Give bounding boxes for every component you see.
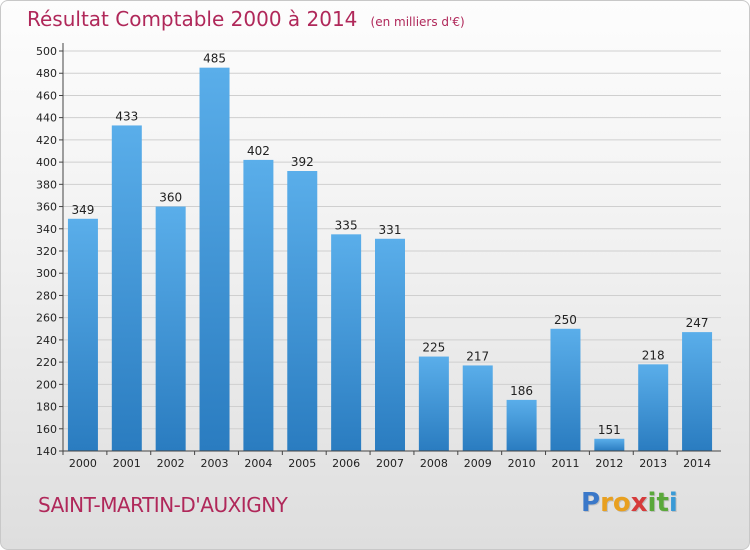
logo-letter: o [612, 488, 631, 518]
bar-2014 [682, 332, 713, 451]
bar-2006 [331, 234, 362, 451]
y-tick-label: 420 [36, 134, 57, 147]
y-tick-label: 200 [36, 378, 57, 391]
bar-value-label: 331 [379, 223, 402, 237]
x-tick-label: 2012 [595, 457, 623, 470]
bar-2007 [375, 238, 405, 451]
bar-value-label: 218 [642, 348, 665, 362]
bar-2009 [462, 365, 493, 451]
x-tick-label: 2007 [376, 457, 404, 470]
y-tick-label: 320 [36, 245, 57, 258]
x-tick-label: 2006 [332, 457, 360, 470]
x-tick-label: 2002 [157, 457, 185, 470]
x-tick-label: 2010 [508, 457, 536, 470]
logo-letter: r [600, 488, 613, 518]
x-tick-label: 2001 [113, 457, 141, 470]
logo-letter: t [656, 488, 669, 518]
x-tick-label: 2014 [683, 457, 711, 470]
chart-title: Résultat Comptable 2000 à 2014 [27, 7, 358, 31]
x-tick-label: 2003 [201, 457, 229, 470]
bar-2003 [199, 67, 230, 452]
y-tick-label: 160 [36, 423, 57, 436]
y-tick-label: 220 [36, 356, 57, 369]
bar-value-label: 250 [554, 313, 577, 327]
y-tick-label: 460 [36, 89, 57, 102]
bar-value-label: 186 [510, 384, 533, 398]
bar-value-label: 151 [598, 423, 621, 437]
bar-2002 [155, 206, 186, 451]
y-tick-label: 260 [36, 312, 57, 325]
y-tick-label: 300 [36, 267, 57, 280]
bar-2012 [594, 438, 625, 451]
bar-2013 [638, 364, 669, 451]
x-tick-label: 2004 [244, 457, 272, 470]
bar-2001 [111, 125, 142, 451]
y-tick-label: 380 [36, 178, 57, 191]
bar-value-label: 392 [291, 155, 314, 169]
bar-value-label: 360 [159, 191, 182, 205]
logo-letter: i [647, 488, 657, 518]
y-tick-label: 400 [36, 156, 57, 169]
x-tick-label: 2013 [639, 457, 667, 470]
bar-2010 [506, 399, 537, 451]
proxiti-logo[interactable]: Proxiti [581, 488, 678, 518]
bar-2008 [418, 356, 449, 451]
y-tick-label: 480 [36, 67, 57, 80]
x-tick-label: 2008 [420, 457, 448, 470]
y-tick-label: 140 [36, 445, 57, 458]
bar-value-label: 402 [247, 144, 270, 158]
y-tick-label: 360 [36, 201, 57, 214]
bar-value-label: 225 [422, 341, 445, 355]
y-tick-label: 180 [36, 401, 57, 414]
y-tick-label: 500 [36, 45, 57, 58]
x-tick-label: 2005 [288, 457, 316, 470]
title-block: Résultat Comptable 2000 à 2014 (en milli… [27, 7, 465, 31]
chart-subtitle: (en milliers d'€) [370, 15, 465, 29]
y-tick-label: 340 [36, 223, 57, 236]
bar-2004 [243, 159, 274, 451]
x-tick-label: 2009 [464, 457, 492, 470]
y-tick-label: 280 [36, 289, 57, 302]
x-tick-label: 2000 [69, 457, 97, 470]
bar-2005 [287, 171, 318, 451]
logo-letter: x [630, 488, 648, 518]
y-tick-label: 440 [36, 112, 57, 125]
x-axis: 2000 2001 2002 2003 2004 2005 2006 2007 2008 2009… [62, 450, 721, 470]
x-tick-label: 2011 [551, 457, 579, 470]
bar-value-label: 217 [466, 349, 489, 363]
y-axis: 140 160 180 200 220 240 260 280 300 320 340 360 380 4… [36, 43, 64, 458]
commune-name: SAINT-MARTIN-D'AUXIGNY [38, 493, 288, 517]
bar-2000 [67, 218, 98, 451]
bar-value-label: 247 [686, 316, 709, 330]
bar-value-label: 485 [203, 52, 226, 66]
logo-letter: P [581, 488, 601, 518]
logo-letter: i [668, 488, 678, 518]
bar-value-label: 433 [115, 109, 138, 123]
bar-2011 [550, 328, 581, 451]
y-tick-label: 240 [36, 334, 57, 347]
bar-value-label: 349 [71, 203, 94, 217]
bar-value-label: 335 [335, 218, 358, 232]
bars: 349 433 360 485 402 392 335 331 225 217 186 250 151 2… [67, 52, 713, 452]
